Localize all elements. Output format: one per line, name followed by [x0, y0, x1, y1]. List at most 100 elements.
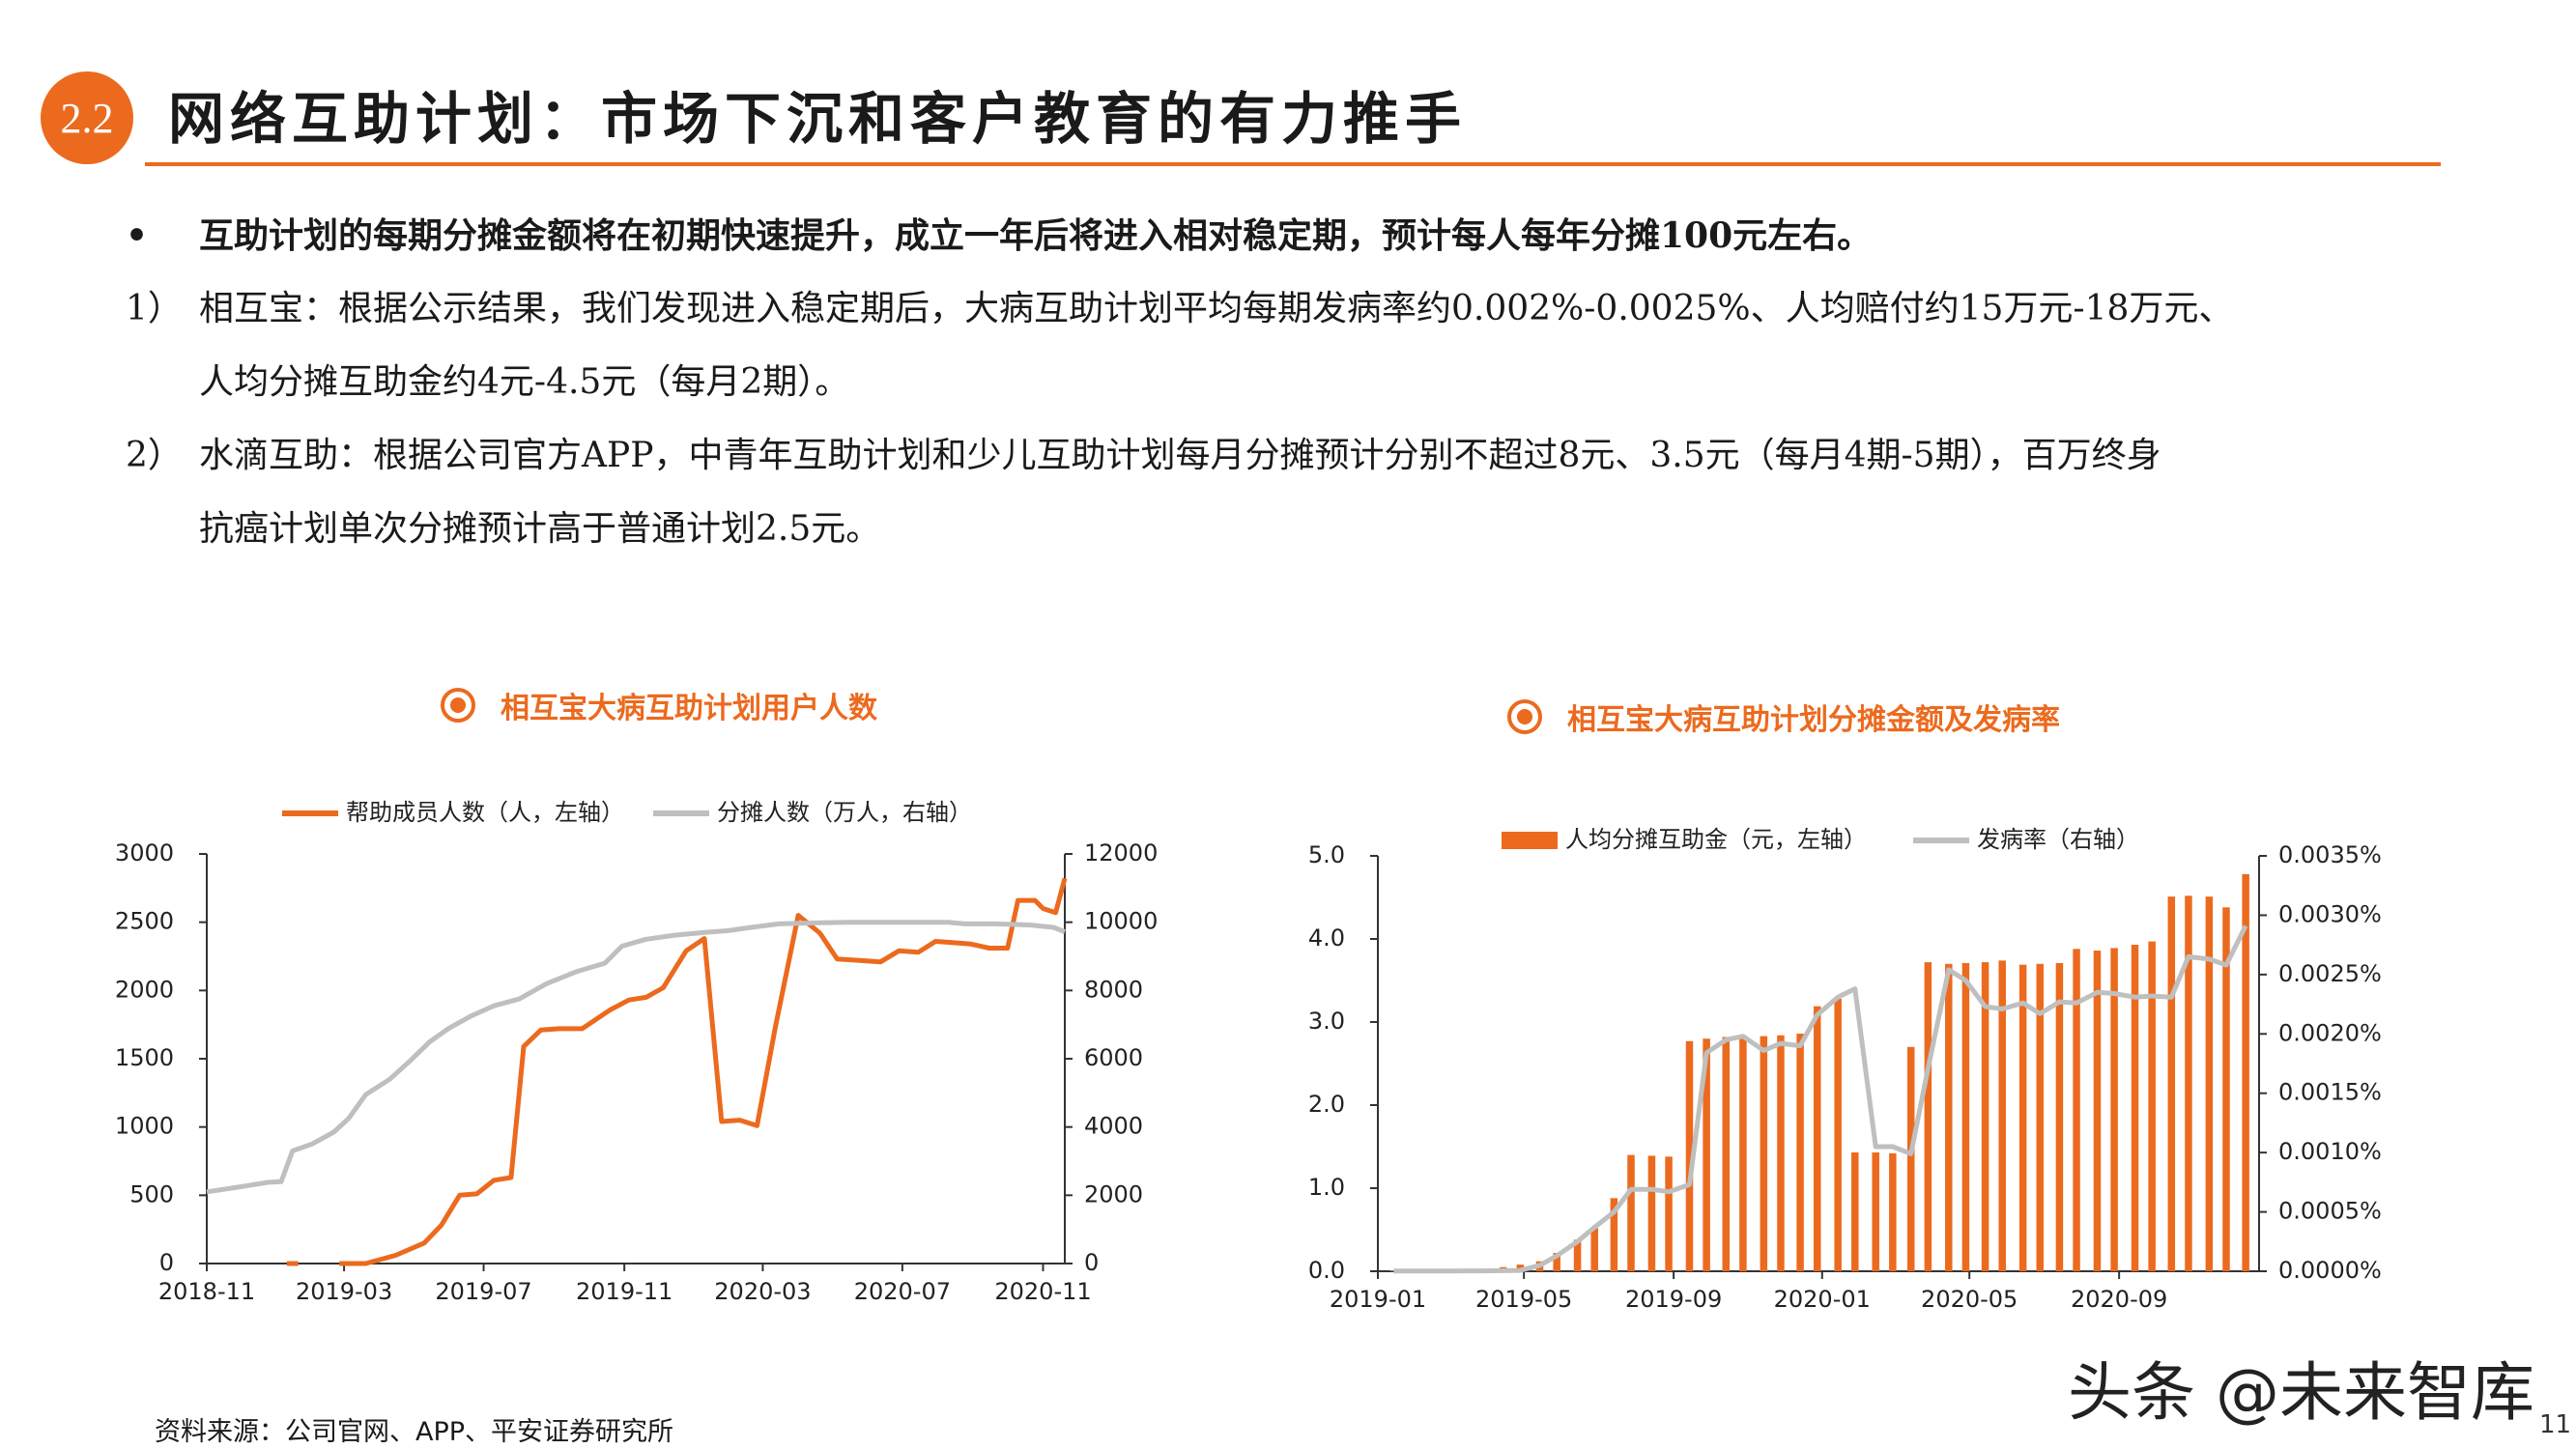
bar	[1889, 1152, 1897, 1271]
bar	[1851, 1152, 1859, 1271]
bar	[1981, 962, 1989, 1271]
item2-number: 2）	[126, 436, 183, 475]
chart2-heading: 相互宝大病互助计划分摊金额及发病率	[1507, 696, 2060, 738]
y-tick-label-left: 5.0	[1308, 841, 1345, 868]
bar	[2205, 896, 2214, 1271]
bullet-paragraph: • 互助计划的每期分摊金额将在初期快速提升，成立一年后将进入相对稳定期，预计每人每…	[126, 214, 1872, 257]
y-tick-label-right: 12000	[1084, 839, 1158, 867]
section-number: 2.2	[60, 94, 114, 142]
bar	[1665, 1156, 1673, 1271]
bar	[1906, 1046, 1915, 1271]
bar	[1924, 962, 1932, 1271]
y-tick-label-left: 1.0	[1308, 1174, 1345, 1201]
y-tick-label-left: 2500	[115, 908, 174, 935]
x-tick-label: 2019-11	[576, 1278, 673, 1305]
chart1-heading: 相互宝大病互助计划用户人数	[441, 684, 877, 726]
x-tick-label: 2019-01	[1330, 1286, 1426, 1313]
y-tick-label-right: 8000	[1084, 976, 1143, 1003]
bar	[2018, 964, 2027, 1271]
series-line	[206, 920, 1066, 1195]
y-tick-label-left: 1500	[115, 1044, 174, 1071]
bullet-text: 互助计划的每期分摊金额将在初期快速提升，成立一年后将进入相对稳定期，预计每人每年…	[199, 215, 1873, 256]
legend-label: 发病率（右轴）	[1977, 826, 2139, 853]
item1-line1: 相互宝：根据公示结果，我们发现进入稳定期后，大病互助计划平均每期发病率约0.00…	[199, 289, 2234, 328]
x-tick-label: 2019-07	[435, 1278, 531, 1305]
page-number: 11	[2539, 1410, 2572, 1439]
bar	[2131, 945, 2139, 1271]
bar	[1647, 1155, 1656, 1271]
y-tick-label-right: 2000	[1084, 1180, 1143, 1208]
bar	[2242, 873, 2249, 1271]
bar	[1945, 963, 1953, 1271]
bar	[1703, 1038, 1710, 1271]
bar	[1685, 1040, 1694, 1271]
bar	[1998, 960, 2006, 1271]
y-tick-label-right: 0.0035%	[2278, 841, 2382, 868]
bar	[1834, 998, 1842, 1271]
bar	[1813, 1006, 1821, 1271]
y-tick-label-right: 6000	[1084, 1044, 1143, 1071]
y-tick-label-right: 0.0030%	[2278, 900, 2382, 927]
bar	[1722, 1037, 1731, 1271]
x-tick-label: 2019-05	[1475, 1286, 1572, 1313]
y-tick-label-left: 0	[159, 1249, 174, 1276]
bar	[2167, 896, 2176, 1271]
y-tick-label-left: 4.0	[1308, 924, 1345, 952]
chart1-title: 相互宝大病互助计划用户人数	[501, 692, 877, 725]
source-note: 资料来源：公司官网、APP、平安证券研究所	[155, 1417, 674, 1447]
bullet-dot: •	[126, 215, 149, 256]
bar	[2093, 951, 2102, 1271]
title-rule	[145, 162, 2441, 166]
bar	[1573, 1239, 1582, 1271]
y-tick-label-right: 0.0015%	[2278, 1079, 2382, 1106]
bar	[2036, 963, 2045, 1271]
y-tick-label-left: 1000	[115, 1113, 174, 1140]
bar	[2148, 941, 2156, 1271]
target-icon	[1507, 699, 1542, 734]
bar	[1610, 1198, 1618, 1271]
y-tick-label-left: 3000	[115, 839, 174, 867]
x-tick-label: 2019-03	[296, 1278, 392, 1305]
bar	[1872, 1152, 1879, 1271]
legend-label: 帮助成员人数（人，左轴）	[346, 799, 624, 826]
item2-paragraph: 2） 水滴互助：根据公司官方APP，中青年互助计划和少儿互助计划每月分摊预计分别不…	[126, 435, 2161, 477]
bar	[2073, 949, 2080, 1271]
bar	[2185, 895, 2192, 1271]
item2-line2: 抗癌计划单次分摊预计高于普通计划2.5元。	[199, 509, 881, 549]
chart2-title: 相互宝大病互助计划分摊金额及发病率	[1567, 703, 2060, 737]
y-tick-label-right: 0.0005%	[2278, 1198, 2382, 1225]
x-tick-label: 2020-11	[994, 1278, 1091, 1305]
item2-line1: 水滴互助：根据公司官方APP，中青年互助计划和少儿互助计划每月分摊预计分别不超过…	[199, 436, 2161, 475]
x-tick-label: 2020-01	[1774, 1286, 1871, 1313]
legend-label: 人均分摊互助金（元，左轴）	[1565, 826, 1867, 853]
x-tick-label: 2020-05	[1921, 1286, 2018, 1313]
y-tick-label-left: 500	[129, 1180, 174, 1208]
section-number-badge: 2.2	[41, 71, 133, 164]
x-tick-label: 2018-11	[158, 1278, 255, 1305]
y-tick-label-right: 10000	[1084, 908, 1158, 935]
x-tick-label: 2020-09	[2071, 1286, 2167, 1313]
legend-swatch	[1502, 832, 1558, 849]
y-tick-label-right: 0.0020%	[2278, 1019, 2382, 1046]
item1-number: 1）	[126, 289, 183, 328]
item1-line2: 人均分摊互助金约4元-4.5元（每月2期）。	[199, 362, 850, 402]
bar	[2110, 948, 2118, 1271]
item1-paragraph: 1） 相互宝：根据公示结果，我们发现进入稳定期后，大病互助计划平均每期发病率约0.…	[126, 288, 2233, 330]
y-tick-label-left: 2000	[115, 976, 174, 1003]
bar	[1627, 1154, 1635, 1271]
bar	[1777, 1035, 1785, 1271]
bar	[1739, 1037, 1747, 1271]
bar	[1553, 1253, 1560, 1271]
x-tick-label: 2020-07	[854, 1278, 951, 1305]
y-tick-label-left: 2.0	[1308, 1091, 1345, 1118]
y-tick-label-right: 0.0025%	[2278, 960, 2382, 987]
y-tick-label-right: 4000	[1084, 1113, 1143, 1140]
y-tick-label-right: 0.0010%	[2278, 1138, 2382, 1165]
bar	[1796, 1034, 1804, 1271]
series-line	[339, 877, 1068, 1266]
series-line	[1393, 924, 2248, 1274]
page-title: 网络互助计划：市场下沉和客户教育的有力推手	[168, 86, 1468, 152]
y-tick-label-right: 0.0000%	[2278, 1257, 2382, 1284]
bar	[1389, 1270, 1398, 1271]
bar	[1961, 962, 1970, 1271]
